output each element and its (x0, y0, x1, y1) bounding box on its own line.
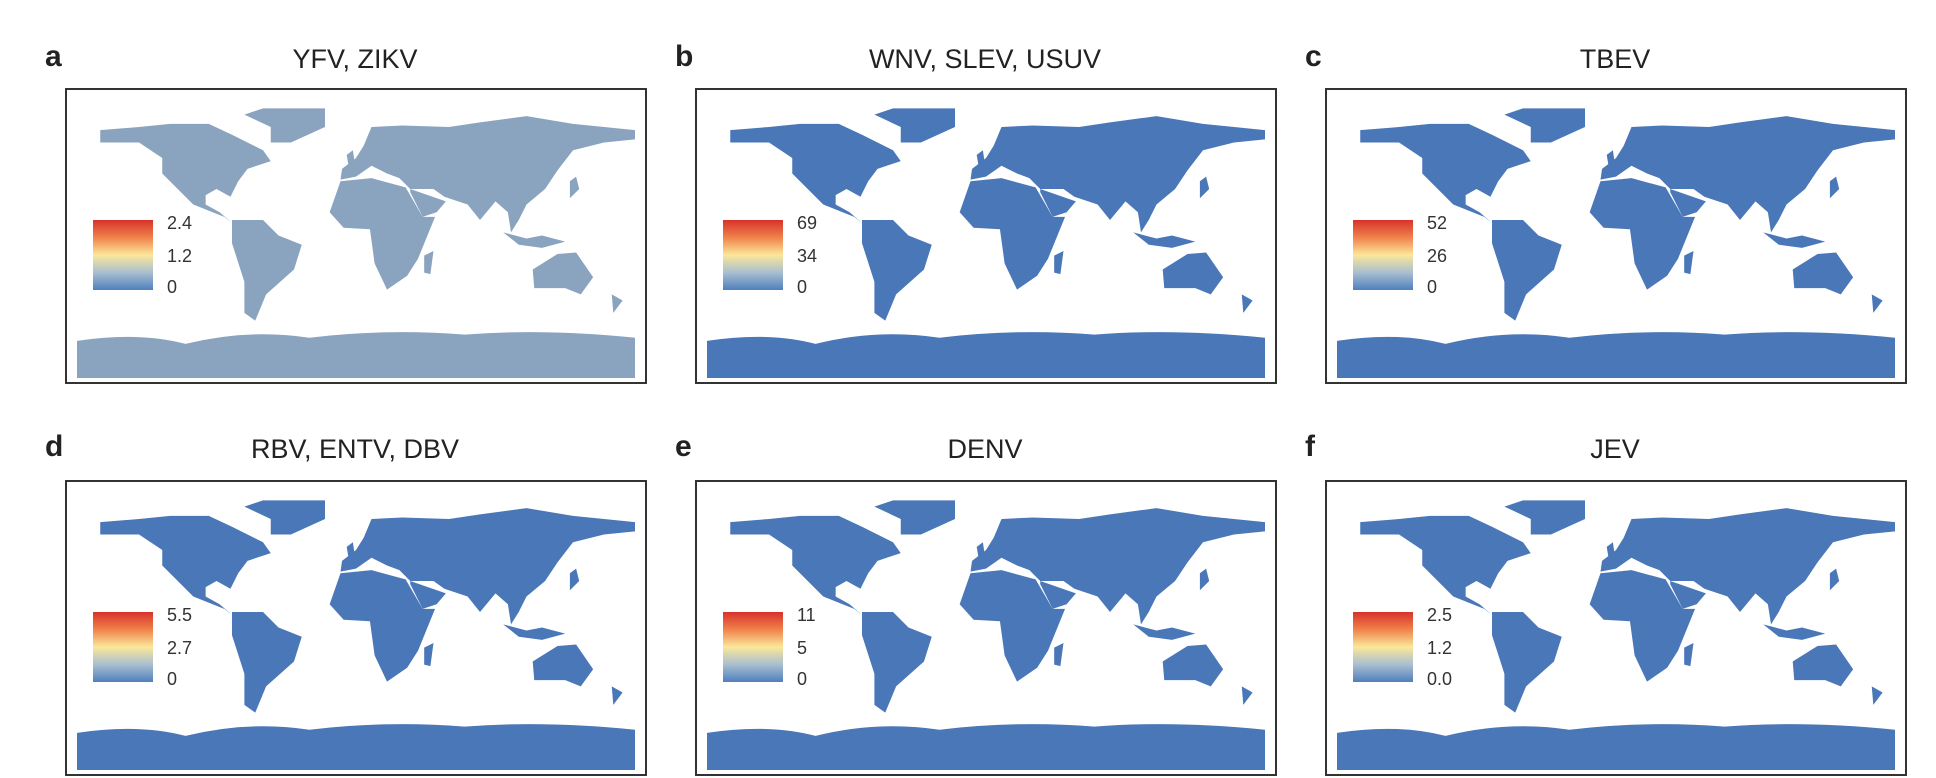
legend-min: 0 (797, 669, 808, 689)
land (707, 108, 1265, 378)
land (77, 500, 635, 770)
legend-max: 69 (797, 213, 818, 233)
legend-mid: 1.2 (167, 246, 193, 266)
world-map (77, 500, 635, 770)
map-panel: 69 34 0 (695, 88, 1277, 384)
legend-mid: 26 (1427, 246, 1448, 266)
land (707, 500, 1265, 770)
legend-mid: 5 (797, 638, 808, 658)
world-map (1337, 108, 1895, 378)
legend-gradient (723, 612, 783, 682)
panel-letter: c (1305, 40, 1322, 73)
panel-title: YFV, ZIKV (292, 44, 418, 74)
legend-gradient (93, 220, 153, 290)
panel-letter: f (1305, 430, 1315, 463)
world-map (77, 108, 635, 378)
panel-title: WNV, SLEV, USUV (868, 44, 1102, 74)
world-map (707, 500, 1265, 770)
map-panel: 2.5 1.2 0.0 (1325, 480, 1907, 776)
world-map (707, 108, 1265, 378)
panel-letter: b (675, 40, 694, 73)
panel-letter: a (45, 40, 62, 73)
legend-min: 0 (1427, 277, 1438, 297)
legend-mid: 2.7 (167, 638, 193, 658)
legend-min: 0.0 (1427, 669, 1453, 689)
legend-min: 0 (797, 277, 808, 297)
land (1337, 500, 1895, 770)
legend-gradient (1353, 220, 1413, 290)
legend-gradient (1353, 612, 1413, 682)
legend-gradient (93, 612, 153, 682)
legend-max: 5.5 (167, 605, 193, 625)
world-map (1337, 500, 1895, 770)
land (1337, 108, 1895, 378)
legend-max: 2.4 (167, 213, 193, 233)
legend-min: 0 (167, 277, 178, 297)
land (77, 108, 635, 378)
panel-title: TBEV (1579, 44, 1651, 74)
map-panel: 2.4 1.2 0 (65, 88, 647, 384)
panel-letter: d (45, 430, 64, 463)
panel-title: JEV (1590, 434, 1640, 464)
panel-title: DENV (947, 434, 1023, 464)
panel-letter: e (675, 430, 692, 463)
panel-title: RBV, ENTV, DBV (250, 434, 460, 464)
legend-mid: 1.2 (1427, 638, 1453, 658)
map-panel: 11 5 0 (695, 480, 1277, 776)
map-panel: 5.5 2.7 0 (65, 480, 647, 776)
legend-mid: 34 (797, 246, 818, 266)
legend-min: 0 (167, 669, 178, 689)
legend-max: 52 (1427, 213, 1448, 233)
legend-gradient (723, 220, 783, 290)
map-panel: 52 26 0 (1325, 88, 1907, 384)
legend-max: 2.5 (1427, 605, 1453, 625)
legend-max: 11 (797, 605, 816, 625)
